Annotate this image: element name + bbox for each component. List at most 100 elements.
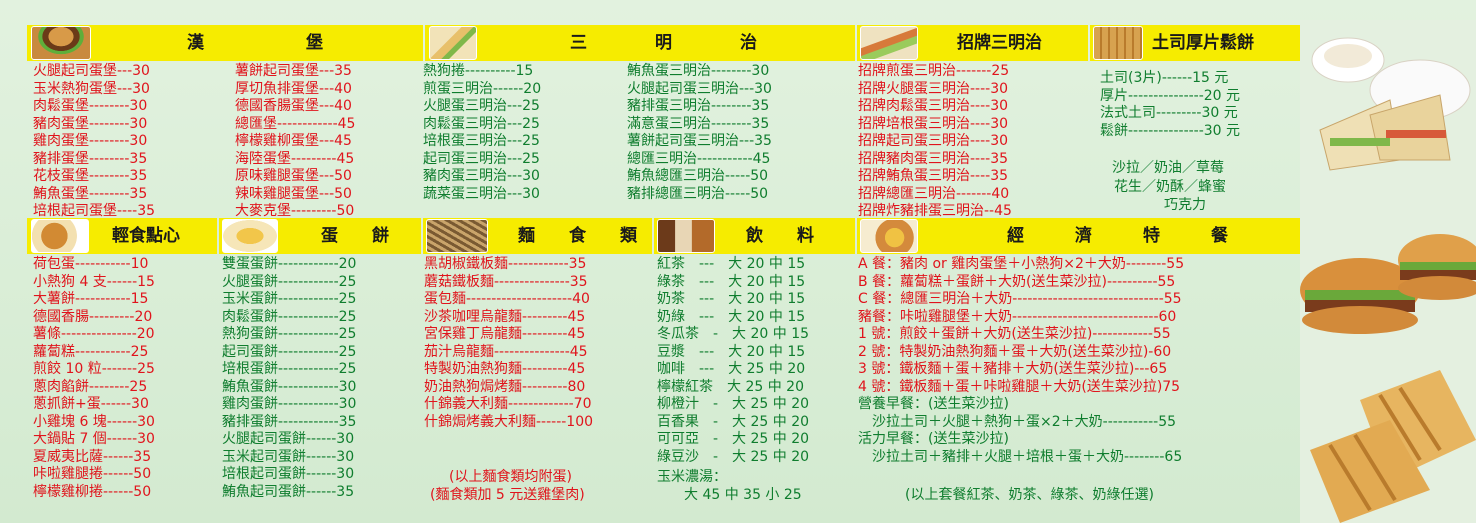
drinks-title: 飲 料 xyxy=(746,226,814,246)
sandwich-title: 三 明 治 xyxy=(570,33,757,53)
combo-item: 沙拉土司＋豬排＋火腿＋培根＋蛋＋大奶--------65 xyxy=(858,448,1183,465)
menu-item: 黑胡椒鐵板麵------------35 xyxy=(424,256,587,272)
menu-item: 小雞塊 6 塊------30 xyxy=(33,413,155,430)
menu-item: 薯餅起司蛋三明治---35 xyxy=(627,133,772,149)
menu-item: 蔬菜蛋三明治---30 xyxy=(423,185,540,202)
menu-item: 檸檬雞柳蛋堡---45 xyxy=(235,133,352,149)
menu-item: 熱狗蛋餅------------25 xyxy=(222,326,357,342)
menu-item: 玉米起司蛋餅------30 xyxy=(222,448,355,465)
menu-item: 檸檬雞柳捲------50 xyxy=(33,483,152,500)
menu-item: 總匯三明治-----------45 xyxy=(627,150,771,167)
sandwich-list-1: 熱狗捲----------15 煎蛋三明治------20 火腿蛋三明治---2… xyxy=(423,63,618,203)
snack-list: 荷包蛋-----------10 小熱狗 4 支------15 大薯餅----… xyxy=(33,256,218,501)
menu-item: 豬排蛋堡--------35 xyxy=(33,150,148,167)
combo-item: A 餐：豬肉 or 雞肉蛋堡＋小熱狗×2＋大奶--------55 xyxy=(858,256,1185,272)
menu-item: 培根起司蛋堡----35 xyxy=(33,203,156,219)
menu-item: 薯條---------------20 xyxy=(33,326,155,342)
signature-list: 招牌煎蛋三明治-------25 招牌火腿蛋三明治----30 招牌肉鬆蛋三明治… xyxy=(858,63,1088,221)
menu-item: 厚片---------------20 元 xyxy=(1100,87,1241,104)
menu-item: 招牌炸豬排蛋三明治--45 xyxy=(858,203,1012,219)
signature-header: 招牌三明治 xyxy=(857,25,1088,61)
noodle-image xyxy=(426,219,488,253)
menu-item: 煎蛋三明治------20 xyxy=(423,80,542,97)
menu-item: 德國香腸---------20 xyxy=(33,308,153,325)
noodle-title: 麵 食 類 xyxy=(518,226,637,246)
menu-item: 奶油熱狗焗烤麵---------80 xyxy=(424,378,586,395)
egg-list: 雙蛋蛋餅------------20 火腿蛋餅------------25 玉米… xyxy=(222,256,420,501)
menu-item: 咔啦雞腿捲------50 xyxy=(33,466,152,482)
combo-note: (以上套餐紅茶、奶茶、綠茶、奶綠任選) xyxy=(905,487,1154,503)
egg-image xyxy=(222,219,278,253)
menu-item: 咖啡 --- 大 25 中 20 xyxy=(657,361,806,377)
menu-item: 法式土司---------30 元 xyxy=(1100,105,1238,121)
combo-item: 3 號：鐵板麵＋蛋＋豬排＋大奶(送生菜沙拉)---65 xyxy=(858,361,1168,377)
menu-item: 原味雞腿蛋堡---50 xyxy=(235,168,352,184)
menu-item: 肉鬆蛋堡--------30 xyxy=(33,98,148,114)
menu-item: 冬瓜茶 - 大 20 中 15 xyxy=(657,326,810,342)
menu-item: 鬆餅---------------30 元 xyxy=(1100,122,1241,139)
burger-header: 漢 堡 xyxy=(27,25,423,61)
menu-item: 玉米熱狗蛋堡---30 xyxy=(33,80,150,97)
sandwich-header: 三 明 治 xyxy=(425,25,855,61)
menu-item: 肉鬆蛋餅------------25 xyxy=(222,308,357,325)
combo-list: A 餐：豬肉 or 雞肉蛋堡＋小熱狗×2＋大奶--------55 B 餐：蘿蔔… xyxy=(858,256,1298,466)
noodle-list: 黑胡椒鐵板麵------------35 蘑菇鐵板麵--------------… xyxy=(424,256,652,431)
combo-item: 沙拉土司＋火腿＋熱狗＋蛋×2＋大奶-----------55 xyxy=(858,413,1177,430)
drinks-header: 飲 料 xyxy=(654,218,855,254)
menu-item: 招牌總匯三明治-------40 xyxy=(858,185,1010,202)
menu-item: 肉鬆蛋三明治---25 xyxy=(423,115,540,132)
menu-item: 招牌火腿蛋三明治----30 xyxy=(858,80,1009,97)
menu-item: 蘿蔔糕-----------25 xyxy=(33,343,149,360)
menu-item: 蔥抓餅+蛋------30 xyxy=(33,396,149,412)
food-photo-strip xyxy=(1300,20,1476,523)
signature-title: 招牌三明治 xyxy=(957,33,1042,53)
menu-item: 奶綠 --- 大 20 中 15 xyxy=(657,308,806,325)
menu-item: 什錦焗烤義大利麵------100 xyxy=(424,413,594,430)
combo-item: 1 號：煎餃＋蛋餅＋大奶(送生菜沙拉)------------55 xyxy=(858,326,1171,342)
menu-item: 厚切魚排蛋堡---40 xyxy=(235,80,352,97)
menu-item: 招牌培根蛋三明治----30 xyxy=(858,115,1009,132)
menu-item: 鮪魚蛋堡--------35 xyxy=(33,185,148,202)
menu-item: 豬肉蛋三明治---30 xyxy=(423,168,540,184)
toast-flavors-3: 巧克力 xyxy=(1164,197,1206,213)
snack-header: 輕食點心 xyxy=(27,218,217,254)
menu-item: 小熱狗 4 支------15 xyxy=(33,273,155,290)
menu-item: 鮪魚蛋餅------------30 xyxy=(222,378,357,395)
burger-title: 漢 堡 xyxy=(187,33,323,53)
menu-item: 火腿起司蛋堡---30 xyxy=(33,63,150,79)
combo-item: B 餐：蘿蔔糕＋蛋餅＋大奶(送生菜沙拉)----------55 xyxy=(858,273,1176,290)
menu-item: 蔥肉餡餅--------25 xyxy=(33,378,148,395)
combo-item: 4 號：鐵板麵＋蛋＋咔啦雞腿＋大奶(送生菜沙拉)75 xyxy=(858,378,1181,395)
menu-item: 豬排蛋餅------------35 xyxy=(222,413,357,430)
menu-item: 辣味雞腿蛋堡---50 xyxy=(235,185,352,202)
signature-image xyxy=(860,26,918,60)
menu-item: 起司蛋餅------------25 xyxy=(222,343,357,360)
menu-item: 豬排蛋三明治--------35 xyxy=(627,98,770,114)
toast-list: 土司(3片)------15 元 厚片---------------20 元 法… xyxy=(1100,70,1298,140)
menu-item: 夏威夷比薩------35 xyxy=(33,448,152,465)
corn-soup-price: 大 45 中 35 小 25 xyxy=(684,487,802,503)
menu-item: 大麥克堡---------50 xyxy=(235,203,355,219)
combo-item: 豬餐：咔啦雞腿堡＋大奶-----------------------------… xyxy=(858,308,1177,325)
menu-item: 招牌肉鬆蛋三明治----30 xyxy=(858,98,1009,114)
menu-item: 火腿蛋餅------------25 xyxy=(222,273,357,290)
noodle-header: 麵 食 類 xyxy=(423,218,652,254)
menu-item: 柳橙汁 - 大 25 中 20 xyxy=(657,396,810,412)
menu-item: 玉米蛋餅------------25 xyxy=(222,291,357,307)
menu-item: 培根蛋餅------------25 xyxy=(222,361,357,377)
menu-item: 德國香腸蛋堡---40 xyxy=(235,98,352,114)
menu-item: 招牌豬肉蛋三明治----35 xyxy=(858,150,1009,167)
menu-item: 豆漿 --- 大 20 中 15 xyxy=(657,343,806,360)
burger-list-1: 火腿起司蛋堡---30 玉米熱狗蛋堡---30 肉鬆蛋堡--------30 豬… xyxy=(33,63,228,221)
combo-item: 2 號：特製奶油熱狗麵＋蛋＋大奶(送生菜沙拉)-60 xyxy=(858,343,1172,360)
menu-item: 總匯堡------------45 xyxy=(235,115,356,132)
drinks-image xyxy=(657,219,715,253)
combo-title: 經 濟 特 餐 xyxy=(1007,226,1228,246)
menu-item: 可可亞 - 大 25 中 20 xyxy=(657,431,810,447)
menu-item: 招牌鮪魚蛋三明治----35 xyxy=(858,168,1009,184)
combo-item: 營養早餐：(送生菜沙拉) xyxy=(858,396,1009,412)
menu-item: 奶茶 --- 大 20 中 15 xyxy=(657,291,806,307)
snack-image xyxy=(31,219,89,253)
menu-item: 什錦義大利麵-------------70 xyxy=(424,396,592,412)
